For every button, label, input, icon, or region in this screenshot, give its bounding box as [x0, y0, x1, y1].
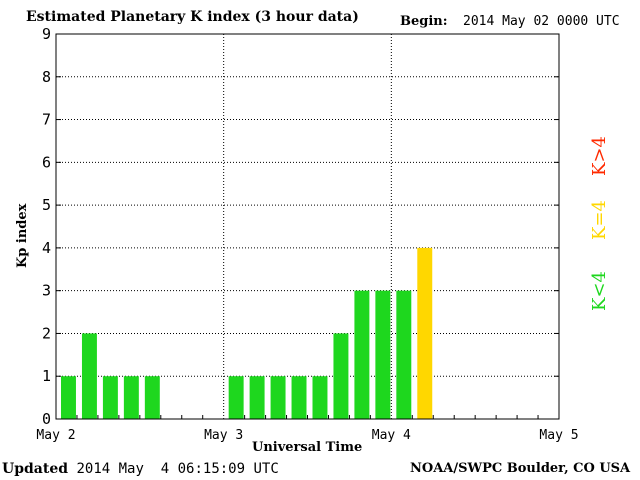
y-tick-label: 7 — [42, 111, 51, 129]
plot-frame — [55, 33, 560, 420]
y-tick-label: 6 — [42, 153, 51, 171]
kp-bar — [417, 247, 433, 419]
grid-lines — [56, 34, 559, 419]
y-tick-label: 2 — [42, 324, 51, 342]
y-tick-label: 0 — [42, 410, 51, 428]
chart-title: Estimated Planetary K index (3 hour data… — [26, 9, 359, 25]
kp-bar — [291, 376, 307, 419]
legend-k-equal-4: K=4 — [589, 200, 610, 240]
x-tick-label: May 3 — [204, 428, 243, 443]
y-tick-label: 3 — [42, 282, 51, 300]
kp-bar — [312, 376, 328, 419]
updated-label: Updated 2014 May 4 06:15:09 UTC — [2, 462, 279, 476]
x-tick-label: May 4 — [372, 428, 411, 443]
legend-k-below-4: K<4 — [589, 271, 610, 311]
kp-bar — [249, 376, 265, 419]
y-tick-label: 5 — [42, 196, 51, 214]
y-tick-label: 9 — [42, 25, 51, 43]
y-axis-label: Kp index — [15, 203, 30, 268]
kp-bar — [270, 376, 286, 419]
y-tick-label: 8 — [42, 68, 51, 86]
kp-bar — [102, 376, 118, 419]
kp-bar — [375, 290, 391, 419]
y-tick-label: 4 — [42, 239, 51, 257]
updated-value: 2014 May 4 06:15:09 UTC — [76, 461, 279, 477]
x-tick-label: May 5 — [539, 428, 578, 443]
kp-bar — [396, 290, 412, 419]
y-tick-label: 1 — [42, 367, 51, 385]
updated-label-text: Updated — [2, 461, 69, 477]
kp-bar — [81, 333, 97, 419]
begin-label: Begin: — [400, 14, 448, 29]
kp-bar — [354, 290, 370, 419]
bars — [61, 247, 433, 419]
begin-value: 2014 May 02 0000 UTC — [463, 14, 620, 29]
x-axis-label: Universal Time — [252, 440, 363, 455]
axis-ticks: 0 1 2 3 4 5 6 7 8 9 May 2 May 3 May 4 May 5 — [36, 25, 578, 443]
kp-bar — [123, 376, 139, 419]
source-credit: NOAA/SWPC Boulder, CO USA — [410, 461, 631, 476]
kp-bar — [333, 333, 349, 419]
kp-bar — [61, 376, 76, 419]
x-tick-label: May 2 — [36, 428, 75, 443]
kp-bar — [144, 376, 160, 419]
legend-k-above-4: K>4 — [589, 136, 610, 176]
kp-bar — [228, 376, 244, 419]
